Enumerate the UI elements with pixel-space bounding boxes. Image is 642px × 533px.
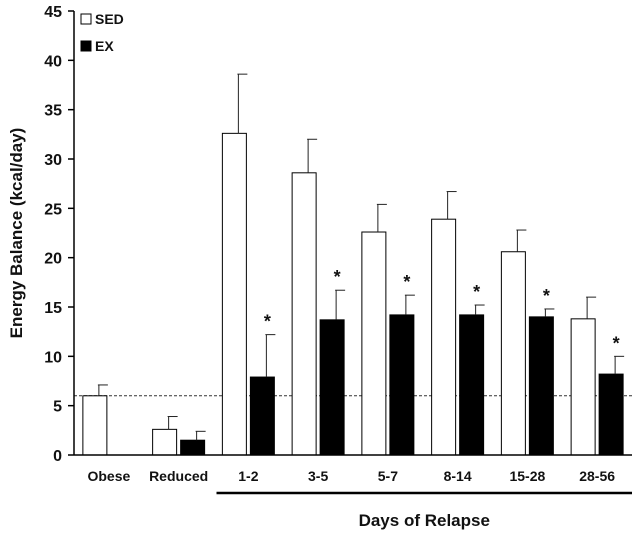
x-axis-title: Days of Relapse bbox=[359, 511, 490, 530]
legend-swatch-ex bbox=[80, 40, 92, 52]
category-label-15-28: 15-28 bbox=[509, 468, 545, 484]
y-tick-label-0: 0 bbox=[53, 448, 62, 465]
bar-ex-3-5 bbox=[319, 319, 345, 456]
bars-group: * * * * * * bbox=[82, 73, 625, 456]
bar-ex-28-56 bbox=[598, 373, 624, 456]
bar-sed-15-28 bbox=[500, 251, 526, 456]
y-tick-label-45: 45 bbox=[44, 4, 62, 21]
bar-ex-5-7 bbox=[389, 314, 415, 456]
y-tick-label-15: 15 bbox=[44, 300, 62, 317]
y-tick-label-10: 10 bbox=[44, 349, 62, 366]
y-axis-ticks: 0 5 10 15 20 25 30 35 40 45 bbox=[44, 4, 74, 465]
bar-sed-Obese bbox=[82, 395, 108, 456]
y-tick-label-25: 25 bbox=[44, 201, 62, 218]
significance-star-28-56: * bbox=[613, 333, 620, 353]
y-tick-label-35: 35 bbox=[44, 103, 62, 120]
category-label-8-14: 8-14 bbox=[444, 468, 472, 484]
significance-star-1-2: * bbox=[264, 312, 271, 332]
category-label-3-5: 3-5 bbox=[308, 468, 328, 484]
bar-sed-28-56 bbox=[570, 318, 596, 456]
y-tick-label-5: 5 bbox=[53, 399, 62, 416]
y-tick-label-40: 40 bbox=[44, 53, 62, 70]
category-label-Obese: Obese bbox=[87, 468, 130, 484]
significance-star-8-14: * bbox=[473, 282, 480, 302]
legend-label-sed: SED bbox=[95, 11, 124, 27]
y-axis-title: Energy Balance (kcal/day) bbox=[7, 128, 26, 339]
legend-label-ex: EX bbox=[95, 38, 114, 54]
category-labels: Obese Reduced 1-2 3-5 5-7 8-14 15-28 28-56 bbox=[87, 468, 615, 484]
bar-sed-3-5 bbox=[291, 172, 317, 456]
bar-sed-8-14 bbox=[431, 218, 457, 456]
significance-star-3-5: * bbox=[334, 267, 341, 287]
y-tick-label-20: 20 bbox=[44, 251, 62, 268]
significance-star-15-28: * bbox=[543, 286, 550, 306]
bar-ex-8-14 bbox=[459, 314, 485, 456]
y-tick-label-30: 30 bbox=[44, 152, 62, 169]
category-label-1-2: 1-2 bbox=[238, 468, 258, 484]
bar-ex-1-2 bbox=[249, 376, 275, 456]
bar-ex-15-28 bbox=[528, 316, 554, 456]
bar-sed-5-7 bbox=[361, 231, 387, 456]
bar-sed-Reduced bbox=[152, 428, 178, 456]
category-label-28-56: 28-56 bbox=[579, 468, 615, 484]
legend: SED EX bbox=[80, 11, 124, 54]
bar-ex-Reduced bbox=[180, 439, 206, 456]
legend-swatch-sed bbox=[80, 13, 92, 25]
significance-star-5-7: * bbox=[403, 272, 410, 292]
category-label-5-7: 5-7 bbox=[378, 468, 398, 484]
bar-sed-1-2 bbox=[221, 132, 247, 456]
category-label-Reduced: Reduced bbox=[149, 468, 208, 484]
